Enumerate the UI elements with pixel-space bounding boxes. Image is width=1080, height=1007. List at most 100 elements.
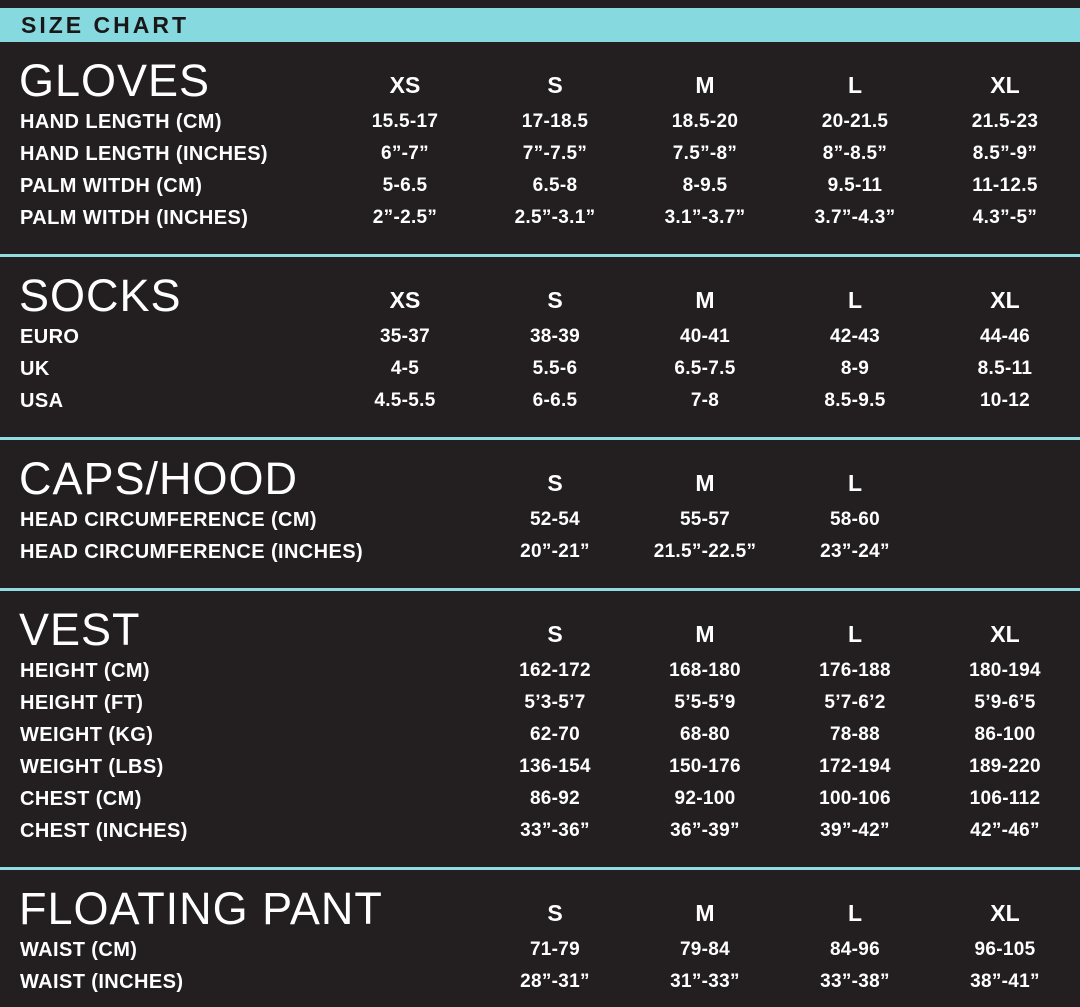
page-title: SIZE CHART xyxy=(21,11,189,38)
row-label: USA xyxy=(20,389,64,412)
row-label: EURO xyxy=(20,325,80,348)
table-row: HEIGHT (CM) 162-172 168-180 176-188 180-194 xyxy=(0,655,1080,687)
size-value: 21.5”-22.5” xyxy=(653,541,757,562)
size-value: 162-172 xyxy=(519,660,591,681)
column-header-empty xyxy=(930,497,1080,502)
size-value: 6”-7” xyxy=(381,143,429,164)
table-row: WAIST (INCHES) 28”-31” 31”-33” 33”-38” 38”-4… xyxy=(0,966,1080,998)
size-value: 84-96 xyxy=(829,939,881,960)
column-header-xs: XS xyxy=(389,287,421,313)
size-value: 23”-24” xyxy=(820,541,890,562)
row-label: HAND LENGTH (CM) xyxy=(20,110,222,133)
column-header-empty xyxy=(330,648,480,653)
column-header-xl: XL xyxy=(990,72,1020,98)
size-value: 7-8 xyxy=(690,390,720,411)
size-value: 5’3-5’7 xyxy=(524,692,586,713)
size-value: 92-100 xyxy=(674,788,736,809)
size-value: 189-220 xyxy=(969,756,1041,777)
column-header-xl: XL xyxy=(990,900,1020,926)
section-header-row: GLOVES XS S M L XL xyxy=(0,50,1080,104)
table-row: HEIGHT (FT) 5’3-5’7 5’5-5’9 5’7-6’2 5’9-6’5 xyxy=(0,687,1080,719)
table-row: UK 4-5 5.5-6 6.5-7.5 8-9 8.5-11 xyxy=(0,353,1080,385)
column-header-l: L xyxy=(847,287,863,313)
size-value: 96-105 xyxy=(974,939,1036,960)
size-value: 86-92 xyxy=(529,788,581,809)
column-header-s: S xyxy=(547,470,563,496)
section-title: CAPS/HOOD xyxy=(19,453,299,505)
size-value: 8-9.5 xyxy=(682,175,728,196)
table-row: HEAD CIRCUMFERENCE (CM) 52-54 55-57 58-60 xyxy=(0,504,1080,536)
row-label: WEIGHT (KG) xyxy=(20,723,154,746)
section-vest: VEST S M L XL HEIGHT (CM) 162-172 168-180 176-18… xyxy=(0,591,1080,870)
section-title: FLOATING PANT xyxy=(19,883,383,935)
row-label: HAND LENGTH (INCHES) xyxy=(20,142,268,165)
size-value: 8-9 xyxy=(840,358,870,379)
size-value: 5’7-6’2 xyxy=(824,692,886,713)
size-value: 78-88 xyxy=(829,724,881,745)
column-header-m: M xyxy=(695,900,715,926)
size-value: 42-43 xyxy=(829,326,881,347)
column-header-xl: XL xyxy=(990,287,1020,313)
size-value: 71-79 xyxy=(529,939,581,960)
size-value: 6.5-8 xyxy=(532,175,578,196)
column-header-l: L xyxy=(847,621,863,647)
section-title: SOCKS xyxy=(19,270,182,322)
size-value: 100-106 xyxy=(819,788,891,809)
size-value: 6-6.5 xyxy=(532,390,578,411)
size-value: 31”-33” xyxy=(670,971,740,992)
column-header-l: L xyxy=(847,470,863,496)
section-header-row: FLOATING PANT S M L XL xyxy=(0,878,1080,932)
size-value: 58-60 xyxy=(829,509,881,530)
column-header-l: L xyxy=(847,72,863,98)
size-value: 7.5”-8” xyxy=(672,143,738,164)
column-header-xs: XS xyxy=(389,72,421,98)
section-caps-hood: CAPS/HOOD S M L HEAD CIRCUMFERENCE (CM) 52-54… xyxy=(0,440,1080,591)
size-value: 9.5-11 xyxy=(827,175,883,196)
size-value: 106-112 xyxy=(969,788,1041,809)
size-value: 55-57 xyxy=(679,509,731,530)
size-value: 176-188 xyxy=(819,660,891,681)
size-value: 4-5 xyxy=(390,358,420,379)
column-header-empty xyxy=(330,927,480,932)
size-value: 2.5”-3.1” xyxy=(514,207,596,228)
table-row: WAIST (CM) 71-79 79-84 84-96 96-105 xyxy=(0,934,1080,966)
column-header-m: M xyxy=(695,470,715,496)
column-header-xl: XL xyxy=(990,621,1020,647)
size-value: 18.5-20 xyxy=(671,111,739,132)
size-value: 35-37 xyxy=(379,326,431,347)
size-value: 33”-36” xyxy=(520,820,590,841)
section-header-row: SOCKS XS S M L XL xyxy=(0,265,1080,319)
column-header-l: L xyxy=(847,900,863,926)
row-label: CHEST (CM) xyxy=(20,787,142,810)
size-value: 40-41 xyxy=(679,326,731,347)
row-label: HEAD CIRCUMFERENCE (CM) xyxy=(20,508,317,531)
table-row: PALM WITDH (CM) 5-6.5 6.5-8 8-9.5 9.5-11 11-1… xyxy=(0,170,1080,202)
section-floating-pant: FLOATING PANT S M L XL WAIST (CM) 71-79 79-84 84… xyxy=(0,870,1080,1007)
size-value: 20-21.5 xyxy=(821,111,889,132)
size-value: 28”-31” xyxy=(520,971,590,992)
size-value: 38-39 xyxy=(529,326,581,347)
size-value: 2”-2.5” xyxy=(372,207,438,228)
size-value: 4.3”-5” xyxy=(972,207,1038,228)
size-value: 3.7”-4.3” xyxy=(814,207,896,228)
size-value: 5’9-6’5 xyxy=(974,692,1036,713)
size-value: 150-176 xyxy=(669,756,741,777)
size-value: 68-80 xyxy=(679,724,731,745)
size-value: 10-12 xyxy=(979,390,1031,411)
size-value: 8.5-9.5 xyxy=(824,390,886,411)
size-value: 21.5-23 xyxy=(971,111,1039,132)
row-label: HEIGHT (CM) xyxy=(20,659,150,682)
row-label: HEAD CIRCUMFERENCE (INCHES) xyxy=(20,540,364,563)
size-value: 180-194 xyxy=(969,660,1041,681)
section-title: VEST xyxy=(19,604,141,656)
column-header-s: S xyxy=(547,72,563,98)
column-header-m: M xyxy=(695,72,715,98)
size-value: 44-46 xyxy=(979,326,1031,347)
size-value: 5.5-6 xyxy=(532,358,578,379)
size-value: 52-54 xyxy=(529,509,581,530)
size-value: 79-84 xyxy=(679,939,731,960)
table-row: CHEST (CM) 86-92 92-100 100-106 106-112 xyxy=(0,783,1080,815)
section-header-row: CAPS/HOOD S M L xyxy=(0,448,1080,502)
size-value: 3.1”-3.7” xyxy=(664,207,746,228)
